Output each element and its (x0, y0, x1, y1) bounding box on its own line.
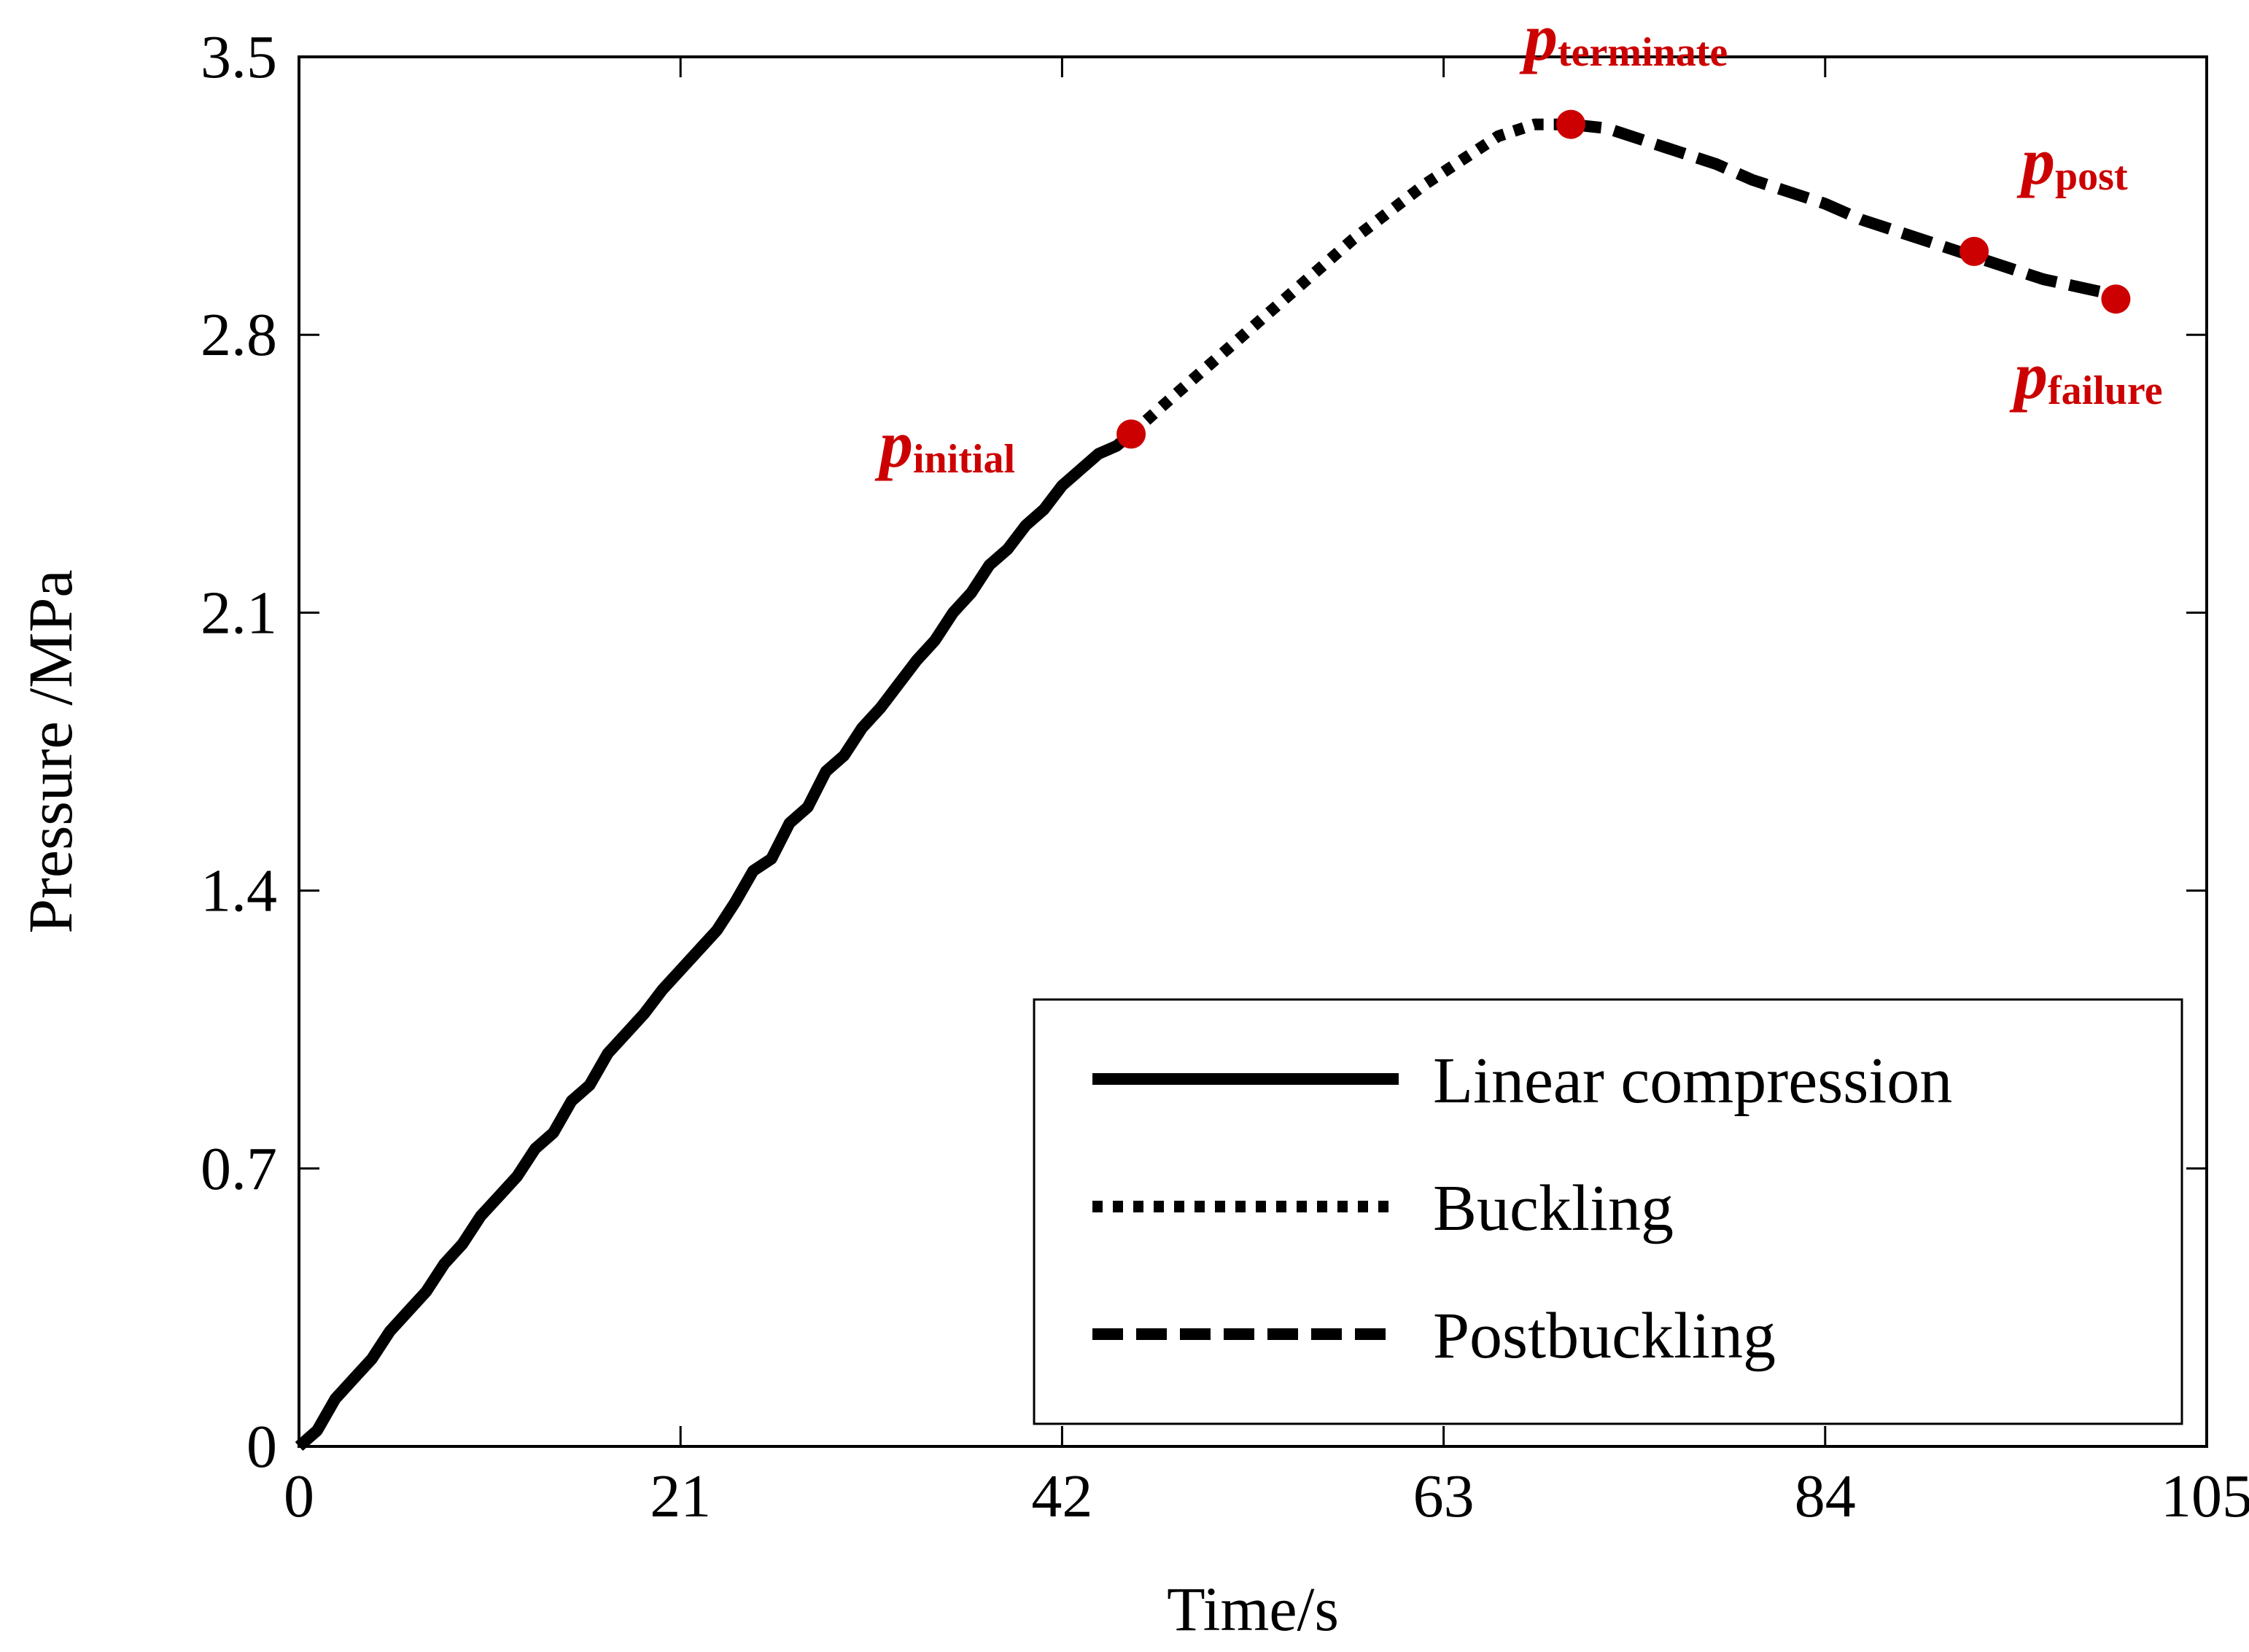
y-tick-label: 1.4 (201, 857, 277, 925)
annotation-post-p: p (2016, 124, 2055, 198)
markers-layer (1116, 109, 2131, 449)
legend-label-linear: Linear compression (1433, 1045, 1952, 1117)
annotation-initial-p: p (874, 407, 913, 481)
y-tick-label: 0.7 (201, 1135, 277, 1203)
x-tick-label: 63 (1413, 1462, 1475, 1530)
y-tick-label: 0 (246, 1413, 277, 1481)
legend: Linear compression Buckling Postbuckling (1033, 998, 2183, 1425)
x-tick-label: 42 (1031, 1462, 1092, 1530)
marker-terminate (1556, 109, 1585, 139)
annotation-initial-sub: initial (913, 437, 1015, 482)
annotation-terminate-p: p (1519, 0, 1558, 74)
x-tick-label: 0 (284, 1462, 314, 1530)
ticks-layer: 0 21 42 63 84 105 0 0.7 1.4 2.1 2.8 3.5 (201, 23, 2249, 1530)
legend-box (1033, 998, 2183, 1425)
x-axis-title: Time/s (1167, 1574, 1339, 1644)
annotation-initial: pinitial (874, 407, 1015, 482)
marker-post (1959, 236, 1989, 266)
annotation-failure-sub: failure (2048, 368, 2163, 413)
y-tick-label: 3.5 (201, 23, 277, 91)
series-layer (295, 118, 2118, 1452)
legend-label-buckling: Buckling (1433, 1172, 1674, 1244)
plot-frame (298, 55, 2208, 1448)
series-line-dotted (1127, 118, 1571, 439)
annotation-terminate-sub: terminate (1558, 30, 1728, 75)
marker-failure (2101, 284, 2131, 314)
legend-label-postbuckling: Postbuckling (1433, 1300, 1776, 1372)
x-tick-label: 21 (650, 1462, 711, 1530)
y-tick-label: 2.1 (201, 579, 277, 647)
annotation-failure-p: p (2009, 338, 2048, 413)
annotation-post-sub: post (2055, 154, 2128, 199)
series-line-solid (295, 429, 1135, 1452)
annotation-failure: pfailure (2009, 338, 2163, 413)
series-line-dashed (1570, 118, 2118, 301)
y-tick-label: 2.8 (201, 301, 277, 369)
annotation-post: ppost (2016, 124, 2128, 199)
x-tick-label: 105 (2161, 1462, 2249, 1530)
annotation-terminate: pterminate (1519, 0, 1728, 75)
marker-initial (1116, 419, 1146, 449)
y-axis-title: Pressure /MPa (15, 569, 85, 933)
x-tick-label: 84 (1795, 1462, 1856, 1530)
